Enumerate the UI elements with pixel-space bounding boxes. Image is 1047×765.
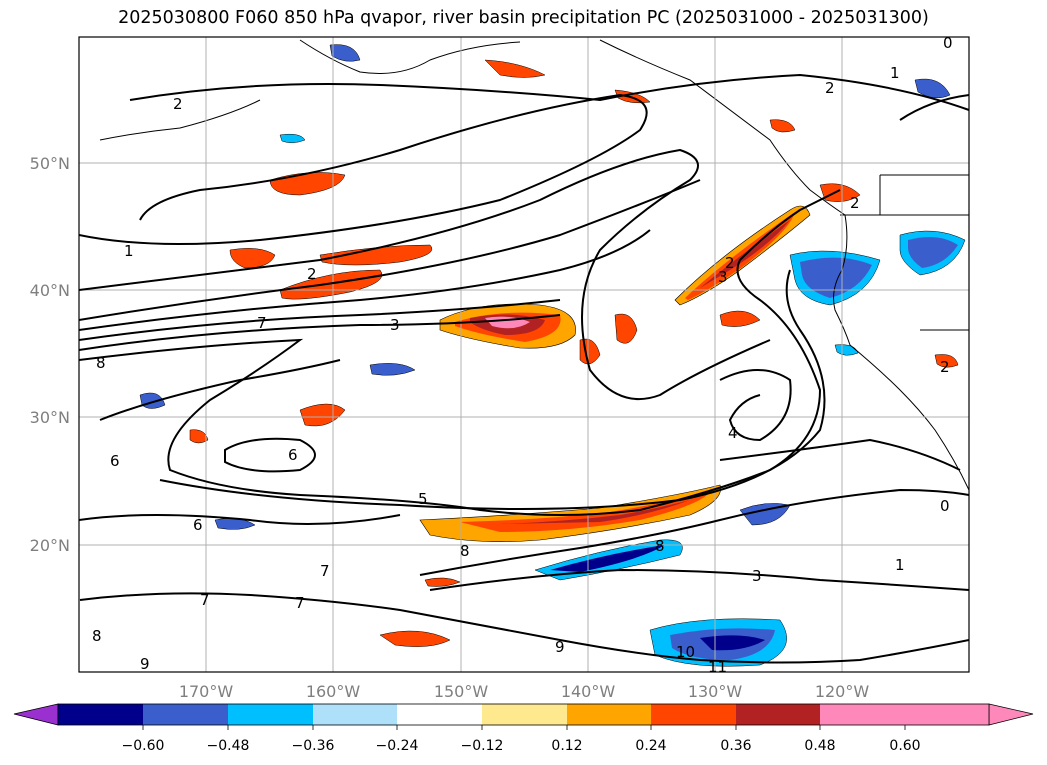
colorbar-segment: [567, 704, 651, 725]
contour-label: 0: [940, 497, 950, 515]
colorbar-tick-label: 0.36: [720, 738, 751, 754]
map-frame: [78, 36, 970, 673]
map-title: 2025030800 F060 850 hPa qvapor, river ba…: [118, 8, 929, 28]
contour-label: 2: [725, 254, 735, 272]
contour-label: 7: [257, 314, 267, 332]
colorbar-tick-label: −0.24: [376, 738, 419, 754]
contour-label: 0: [943, 34, 953, 52]
lon-label-150w: 150°W: [434, 682, 489, 701]
colorbar-tick-label: 0.12: [551, 738, 582, 754]
colorbar-segment: [736, 704, 820, 725]
contour-label: 5: [418, 490, 428, 508]
contour-label: 2: [825, 79, 835, 97]
contour-label-layer: 0 1 2 2 1 2 7 3 8 6 5 6 8 7 6 8 7 7 9 9 …: [92, 34, 953, 676]
longitude-labels: 170°W 160°W 150°W 140°W 130°W 120°W: [179, 682, 870, 701]
qvapor-contours: [79, 73, 969, 664]
contour-label: 6: [193, 516, 203, 534]
colorbar-tick-label: −0.12: [461, 738, 504, 754]
lon-label-120w: 120°W: [815, 682, 870, 701]
colorbar-segment: [313, 704, 397, 725]
contour-label: 1: [895, 556, 905, 574]
lon-label-170w: 170°W: [179, 682, 234, 701]
map-area: 0 1 2 2 1 2 7 3 8 6 5 6 8 7 6 8 7 7 9 9 …: [79, 34, 969, 676]
colorbar-segment: [905, 704, 989, 725]
contour-label: 1: [124, 242, 134, 260]
colorbar: −0.60 −0.48 −0.36 −0.24 −0.12 0.12 0.24 …: [13, 703, 1034, 754]
lat-label-20n: 20°N: [30, 536, 70, 555]
contour-label: 2: [173, 95, 183, 113]
contour-label: 2: [307, 265, 317, 283]
contour-label: 2: [850, 194, 860, 212]
colorbar-extend-low: [13, 703, 59, 726]
lat-label-40n: 40°N: [30, 281, 70, 300]
lon-label-140w: 140°W: [561, 682, 616, 701]
contour-label: 9: [555, 638, 565, 656]
contour-label: 8: [655, 537, 665, 555]
colorbar-extend-high: [988, 703, 1034, 726]
colorbar-segment: [651, 704, 736, 725]
contour-label: 9: [140, 655, 150, 673]
colorbar-tick-label: 0.24: [635, 738, 666, 754]
contour-label: 3: [718, 268, 728, 286]
colorbar-tick-label: 0.60: [889, 738, 920, 754]
contour-label: 7: [320, 562, 330, 580]
colorbar-tick-label: −0.48: [207, 738, 250, 754]
map-background: [79, 37, 969, 672]
colorbar-tick-label: −0.60: [122, 738, 165, 754]
contour-label: 6: [110, 452, 120, 470]
colorbar-frame: [57, 703, 990, 726]
lat-label-30n: 30°N: [30, 408, 70, 427]
contour-label: 4: [728, 424, 738, 442]
contour-label: 10: [676, 643, 695, 661]
negative-precip-blobs: [139, 44, 966, 667]
contour-label: 11: [708, 658, 727, 676]
colorbar-segment: [397, 704, 482, 725]
colorbar-segment: [482, 704, 567, 725]
latitude-labels: 50°N 40°N 30°N 20°N: [30, 154, 70, 555]
colorbar-segment: [143, 704, 228, 725]
contour-label: 3: [390, 316, 400, 334]
contour-label: 3: [752, 567, 762, 585]
contour-label: 7: [295, 594, 305, 612]
contour-label: 8: [96, 354, 106, 372]
lon-label-130w: 130°W: [688, 682, 743, 701]
colorbar-segment: [820, 704, 905, 725]
graticule: [79, 37, 969, 672]
colorbar-tick-label: 0.48: [804, 738, 835, 754]
contour-label: 2: [940, 358, 950, 376]
lon-label-160w: 160°W: [306, 682, 361, 701]
colorbar-tick-label: −0.36: [292, 738, 335, 754]
contour-label: 1: [890, 64, 900, 82]
colorbar-segment: [58, 704, 143, 725]
colorbar-segment: [228, 704, 313, 725]
contour-label: 8: [92, 627, 102, 645]
lat-label-50n: 50°N: [30, 154, 70, 173]
contour-label: 8: [460, 542, 470, 560]
contour-label: 7: [200, 591, 210, 609]
contour-label: 6: [288, 446, 298, 464]
